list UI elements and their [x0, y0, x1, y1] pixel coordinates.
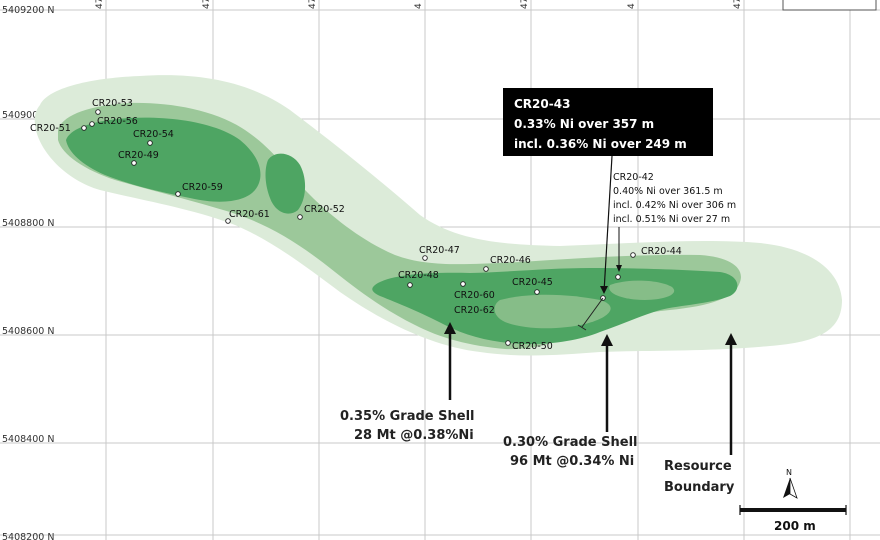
drillhole-collar[interactable] [422, 255, 428, 261]
drillhole-trace [577, 297, 604, 331]
northing-label: 5408800 N [2, 218, 54, 229]
northing-labels: 5409200 N 5409000 N 5408800 N 5408600 N … [2, 5, 54, 540]
callout-line: 0.33% Ni over 357 m [514, 117, 654, 131]
shell-035-annotation: 0.35% Grade Shell 28 Mt @0.38%Ni [340, 322, 474, 443]
callout-box [503, 88, 713, 156]
grade-shell-inner-lens [609, 280, 675, 300]
callout-leader [603, 155, 613, 293]
drillhole-labels: CR20-53 CR20-56 CR20-51 CR20-54 CR20-49 … [30, 98, 682, 352]
north-arrow-label: N [786, 468, 792, 477]
callout-line: incl. 0.42% Ni over 306 m [613, 200, 736, 211]
drillhole-label: CR20-51 [30, 123, 71, 134]
drillhole-collars [81, 109, 636, 346]
northing-label: 5409200 N [2, 5, 54, 16]
callout-leader-arrow [616, 265, 622, 272]
drillhole-label: CR20-47 [419, 245, 460, 256]
easting-label: 47 [95, 0, 105, 9]
shell-label: 0.35% Grade Shell [340, 409, 474, 424]
shell-label: 0.30% Grade Shell [503, 435, 637, 450]
drillhole-collar[interactable] [131, 160, 137, 166]
legend-box [782, 0, 877, 11]
resource-label: Resource [664, 459, 732, 474]
drillhole-label: CR20-61 [229, 209, 270, 220]
easting-labels: 47 47 47 4 47 4 47 [95, 0, 743, 9]
drillhole-label: CR20-48 [398, 270, 439, 281]
drillhole-collar[interactable] [615, 274, 621, 280]
drillhole-label: CR20-59 [182, 182, 223, 193]
drillhole-collar[interactable] [225, 218, 231, 224]
drillhole-collar[interactable] [460, 281, 466, 287]
callout-cr20-42: CR20-42 0.40% Ni over 361.5 m incl. 0.42… [613, 172, 736, 272]
callout-hole: CR20-42 [613, 172, 654, 183]
north-arrow-icon [789, 477, 798, 499]
north-arrow: N [783, 468, 798, 499]
drillhole-collar[interactable] [95, 109, 101, 115]
easting-label: 47 [733, 0, 743, 9]
easting-label: 47 [202, 0, 212, 9]
easting-label: 47 [308, 0, 318, 9]
drillhole-label: CR20-54 [133, 129, 174, 140]
shell-label: 96 Mt @0.34% Ni [510, 454, 634, 469]
callout-leader-arrow [600, 286, 608, 294]
easting-label: 4 [627, 3, 637, 9]
drillhole-label: CR20-62 [454, 305, 495, 316]
drillhole-collar[interactable] [534, 289, 540, 295]
drillhole-collar[interactable] [630, 252, 636, 258]
drillhole-label: CR20-45 [512, 277, 553, 288]
drillhole-collar[interactable] [89, 121, 95, 127]
callout-line: incl. 0.36% Ni over 249 m [514, 137, 687, 151]
callout-hole: CR20-43 [514, 97, 570, 111]
drillhole-label: CR20-56 [97, 116, 138, 127]
drillhole-label: CR20-44 [641, 246, 682, 257]
callout-line: 0.40% Ni over 361.5 m [613, 186, 723, 197]
northing-label: 5408600 N [2, 326, 54, 337]
drillhole-label: CR20-46 [490, 255, 531, 266]
resource-label: Boundary [664, 480, 735, 495]
drillhole-label: CR20-60 [454, 290, 495, 301]
northing-label: 5408200 N [2, 532, 54, 540]
scale-bar: 200 m [739, 505, 847, 533]
drillhole-label: CR20-52 [304, 204, 345, 215]
drillhole-label: CR20-49 [118, 150, 159, 161]
drillhole-collar[interactable] [505, 340, 511, 346]
drillhole-collar[interactable] [81, 125, 87, 131]
easting-label: 47 [520, 0, 530, 9]
drillhole-collar[interactable] [297, 214, 303, 220]
northing-label: 5408400 N [2, 434, 54, 445]
north-arrow-icon [783, 478, 790, 498]
drillhole-collar[interactable] [407, 282, 413, 288]
grade-shell-inner-lens [494, 294, 611, 329]
grade-shell-035 [265, 153, 306, 214]
easting-label: 4 [414, 3, 424, 9]
drillhole-label: CR20-53 [92, 98, 133, 109]
drillhole-label: CR20-50 [512, 341, 553, 352]
grade-shell-035 [66, 117, 261, 202]
drillhole-collar[interactable] [175, 191, 181, 197]
shell-label: 28 Mt @0.38%Ni [354, 428, 474, 443]
northing-label: 5409000 N [2, 110, 54, 121]
drillhole-collar[interactable] [147, 140, 153, 146]
drillhole-collar[interactable] [483, 266, 489, 272]
callout-line: incl. 0.51% Ni over 27 m [613, 214, 730, 225]
scale-bar-label: 200 m [774, 519, 816, 533]
callout-cr20-43: CR20-43 0.33% Ni over 357 m incl. 0.36% … [503, 88, 713, 294]
resource-boundary-annotation: Resource Boundary [664, 333, 737, 495]
shell-030-annotation: 0.30% Grade Shell 96 Mt @0.34% Ni [503, 334, 637, 469]
